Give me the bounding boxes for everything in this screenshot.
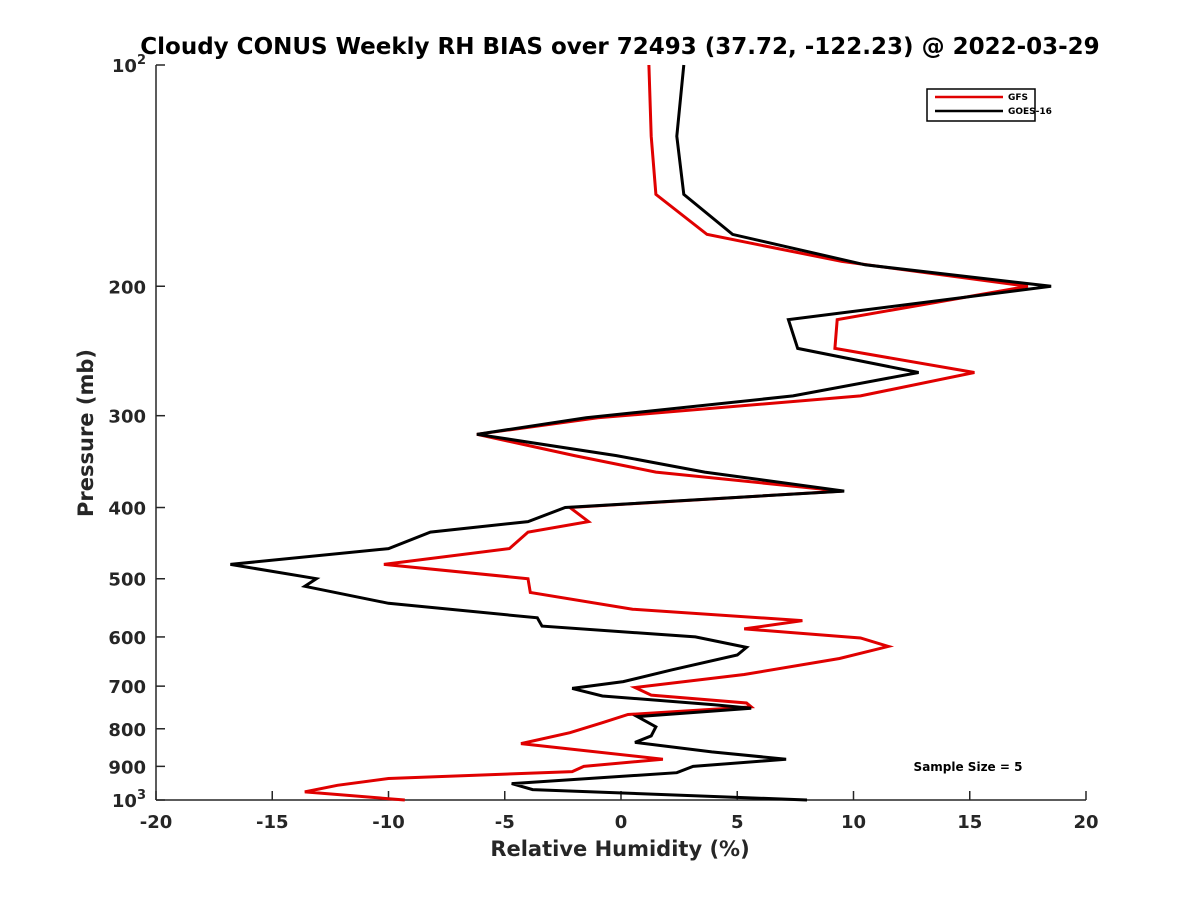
y-tick-base: 600 bbox=[108, 628, 146, 649]
y-tick-base: 700 bbox=[108, 677, 146, 698]
y-tick-base: 10 bbox=[112, 56, 137, 77]
y-tick-label: 400 bbox=[108, 499, 146, 520]
x-tick-label: -20 bbox=[140, 812, 173, 833]
y-tick-base: 10 bbox=[112, 791, 137, 812]
x-tick-label: -5 bbox=[495, 812, 515, 833]
x-tick-label: 5 bbox=[731, 812, 744, 833]
x-tick-label: 15 bbox=[957, 812, 982, 833]
x-axis-label: Relative Humidity (%) bbox=[490, 837, 749, 861]
x-tick-label: -10 bbox=[372, 812, 405, 833]
x-axis-ticks: -20 -15 -10 -5 0 5 10 15 20 bbox=[140, 791, 1099, 833]
series-line-gfs bbox=[304, 64, 1029, 802]
legend-label-goes16: GOES-16 bbox=[1008, 107, 1052, 117]
y-tick-label: 200 bbox=[108, 277, 146, 298]
y-tick-exponent: 2 bbox=[137, 53, 146, 68]
x-tick-label: -15 bbox=[256, 812, 289, 833]
y-tick-base: 500 bbox=[108, 570, 146, 591]
sample-size-annotation: Sample Size = 5 bbox=[914, 760, 1023, 774]
x-tick-label: 10 bbox=[841, 812, 866, 833]
y-tick-label: 900 bbox=[108, 757, 146, 778]
y-tick-base: 900 bbox=[108, 757, 146, 778]
y-axis-label: Pressure (mb) bbox=[74, 349, 98, 517]
chart-title: Cloudy CONUS Weekly RH BIAS over 72493 (… bbox=[140, 34, 1099, 60]
x-tick-label: 0 bbox=[615, 812, 628, 833]
y-tick-base: 200 bbox=[108, 277, 146, 298]
y-tick-label: 800 bbox=[108, 720, 146, 741]
y-tick-label: 600 bbox=[108, 628, 146, 649]
y-tick-base: 400 bbox=[108, 499, 146, 520]
legend-box bbox=[926, 88, 1036, 122]
y-tick-base: 300 bbox=[108, 407, 146, 428]
y-tick-label: 103 bbox=[112, 788, 146, 812]
y-tick-label: 102 bbox=[112, 53, 146, 77]
y-tick-label: 700 bbox=[108, 677, 146, 698]
legend-label-gfs: GFS bbox=[1008, 93, 1028, 103]
series-layer bbox=[230, 64, 1052, 802]
x-tick-label: 20 bbox=[1073, 812, 1098, 833]
y-tick-label: 300 bbox=[108, 407, 146, 428]
series-line-goes16 bbox=[230, 64, 1052, 802]
legend: GFS GOES-16 bbox=[926, 88, 1052, 122]
y-tick-base: 800 bbox=[108, 720, 146, 741]
y-tick-label: 500 bbox=[108, 570, 146, 591]
y-tick-exponent: 3 bbox=[137, 788, 146, 803]
